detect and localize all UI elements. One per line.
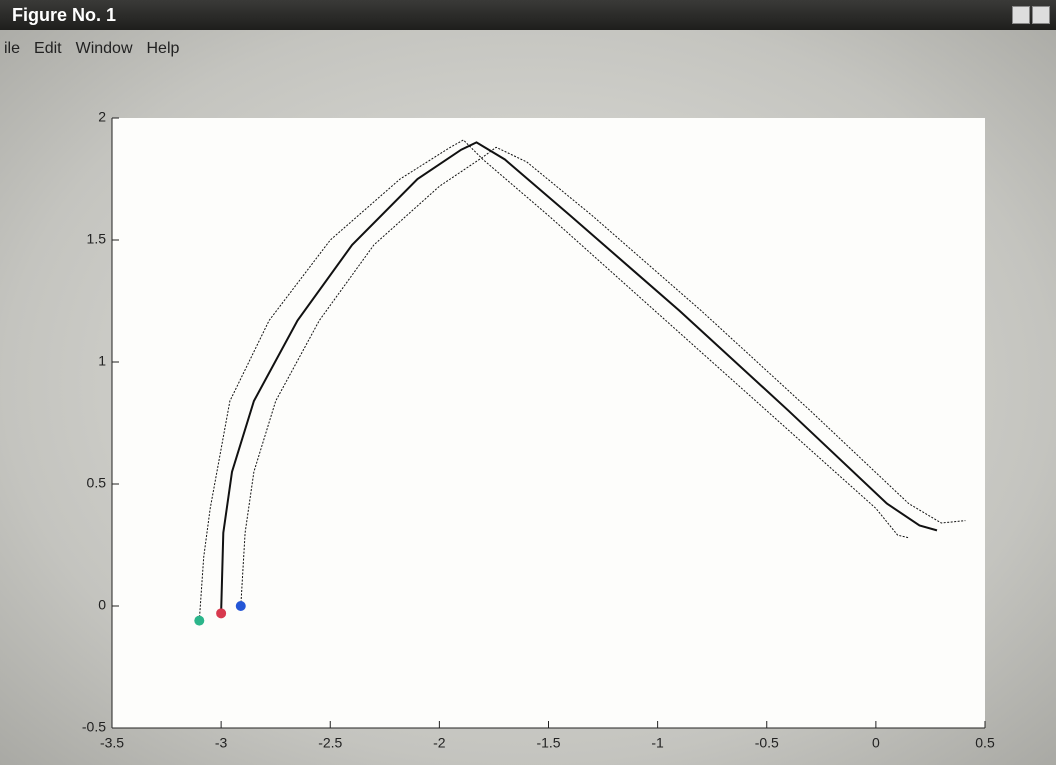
x-tick-label: 0 (872, 735, 880, 751)
y-tick-label: 0.5 (87, 475, 107, 491)
x-tick-label: -3 (215, 735, 228, 751)
menu-bar: ile Edit Window Help (0, 40, 179, 58)
y-tick-label: 0 (98, 597, 106, 613)
start-marker (216, 608, 227, 619)
y-tick-label: 1.5 (87, 231, 107, 247)
plot-area (112, 118, 985, 728)
start-marker (194, 615, 205, 626)
minimize-button[interactable] (1012, 6, 1030, 24)
x-tick-label: -2.5 (318, 735, 342, 751)
window-buttons (1012, 6, 1050, 24)
data-line (240, 146, 966, 607)
data-line (220, 141, 938, 614)
menu-item[interactable]: ile (4, 40, 21, 57)
y-tick-label: -0.5 (82, 719, 106, 735)
y-tick-label: 2 (98, 109, 106, 125)
x-tick-label: -0.5 (755, 735, 779, 751)
x-tick-label: 0.5 (975, 735, 995, 751)
y-tick-label: 1 (98, 353, 106, 369)
start-marker (235, 601, 246, 611)
x-tick-label: -2 (433, 735, 446, 751)
menu-item[interactable]: Window (75, 40, 133, 57)
maximize-button[interactable] (1032, 6, 1050, 24)
x-tick-label: -1.5 (536, 735, 560, 751)
window-title: Figure No. 1 (12, 5, 117, 25)
x-tick-label: -1 (651, 735, 664, 751)
data-line (198, 139, 909, 621)
title-bar: Figure No. 1 (0, 0, 1056, 30)
x-tick-label: -3.5 (100, 735, 124, 751)
menu-item[interactable]: Help (146, 40, 180, 57)
menu-item[interactable]: Edit (34, 40, 62, 57)
